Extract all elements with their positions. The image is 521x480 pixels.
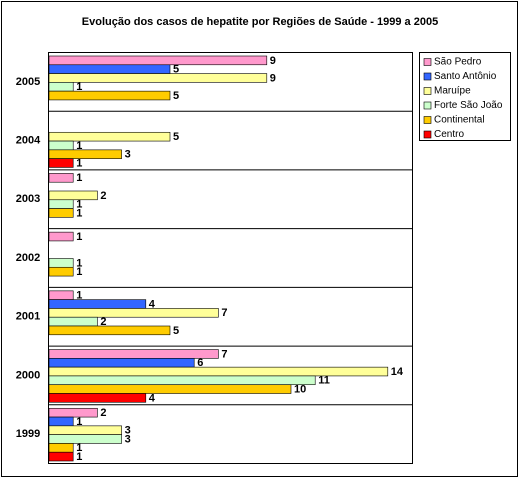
y-tick-label: 2002: [16, 252, 40, 264]
legend-label: Forte São João: [434, 100, 503, 111]
bar: [48, 393, 147, 403]
bar: [48, 425, 122, 435]
data-label: 4: [149, 392, 156, 404]
data-label: 1: [76, 257, 82, 269]
bar: [48, 64, 171, 74]
bar: [48, 258, 74, 268]
bar: [48, 325, 171, 336]
bar: [48, 90, 171, 101]
bar: [48, 316, 98, 327]
data-label: 5: [173, 325, 179, 337]
bar: [48, 416, 74, 427]
bar: [48, 173, 74, 183]
legend-swatch: [423, 101, 432, 110]
legend-label: Continental: [434, 115, 485, 126]
legend-swatch: [423, 72, 432, 81]
bar: [48, 407, 98, 418]
bar: [48, 349, 219, 359]
legend-swatch: [423, 58, 432, 66]
data-label: 1: [76, 199, 82, 211]
data-label: 5: [173, 64, 179, 76]
legend-swatch: [423, 130, 432, 139]
data-label: 1: [76, 157, 82, 169]
bar: [48, 82, 74, 92]
data-label: 1: [76, 81, 82, 93]
data-label: 1: [76, 172, 82, 184]
data-label: 3: [125, 149, 131, 161]
legend: [419, 52, 511, 141]
y-tick-label: 2001: [16, 311, 40, 323]
data-label: 1: [76, 451, 82, 463]
chart-title: Evolução dos casos de hepatite por Regiõ…: [82, 16, 438, 28]
bar: [48, 451, 74, 462]
bar: [48, 231, 74, 242]
legend-label: Maruípe: [434, 86, 471, 97]
data-label: 7: [221, 348, 227, 360]
data-label: 1: [76, 207, 82, 219]
bar: [48, 299, 147, 309]
y-tick-label: 2003: [16, 193, 40, 205]
y-tick-label: 2000: [16, 369, 40, 381]
bar: [48, 375, 316, 386]
legend-swatch: [423, 87, 432, 95]
bar: [48, 266, 74, 277]
data-label: 9: [270, 55, 276, 67]
bar: [48, 140, 74, 151]
data-label: 1: [76, 416, 82, 428]
data-label: 1: [76, 231, 82, 243]
data-label: 4: [149, 298, 156, 310]
bar: [48, 131, 171, 142]
bar: [48, 149, 122, 159]
data-label: 1: [76, 266, 82, 278]
data-label: 2: [100, 190, 106, 202]
legend-label: São Pedro: [434, 57, 482, 68]
bar: [48, 55, 268, 66]
data-label: 5: [173, 131, 179, 143]
bar: [48, 208, 74, 218]
y-tick-label: 1999: [16, 428, 40, 440]
data-label: 1: [76, 140, 82, 152]
bar: [48, 384, 292, 394]
data-label: 14: [391, 366, 404, 378]
data-label: 1: [76, 290, 82, 302]
legend-label: Santo Antônio: [434, 71, 497, 82]
bar: [48, 366, 389, 377]
bar: [48, 434, 122, 444]
bar: [48, 290, 74, 300]
data-label: 2: [100, 407, 106, 419]
data-label: 9: [270, 72, 276, 84]
data-label: 5: [173, 90, 179, 102]
bar: [48, 443, 74, 453]
bar: [48, 199, 74, 209]
legend-swatch: [423, 116, 432, 124]
data-label: 3: [125, 425, 131, 437]
data-label: 11: [318, 375, 330, 387]
bar: [48, 308, 219, 318]
data-label: 2: [100, 316, 106, 328]
data-label: 7: [221, 307, 227, 319]
bar: [48, 73, 268, 83]
bar: [48, 190, 98, 201]
data-label: 10: [294, 384, 306, 396]
bar: [48, 158, 74, 168]
legend-label: Centro: [434, 129, 464, 140]
y-tick-label: 2005: [16, 76, 40, 88]
data-label: 6: [197, 357, 203, 369]
bar: [48, 358, 195, 368]
data-label: 3: [125, 433, 131, 445]
y-tick-label: 2004: [16, 134, 41, 146]
data-label: 1: [76, 442, 82, 454]
